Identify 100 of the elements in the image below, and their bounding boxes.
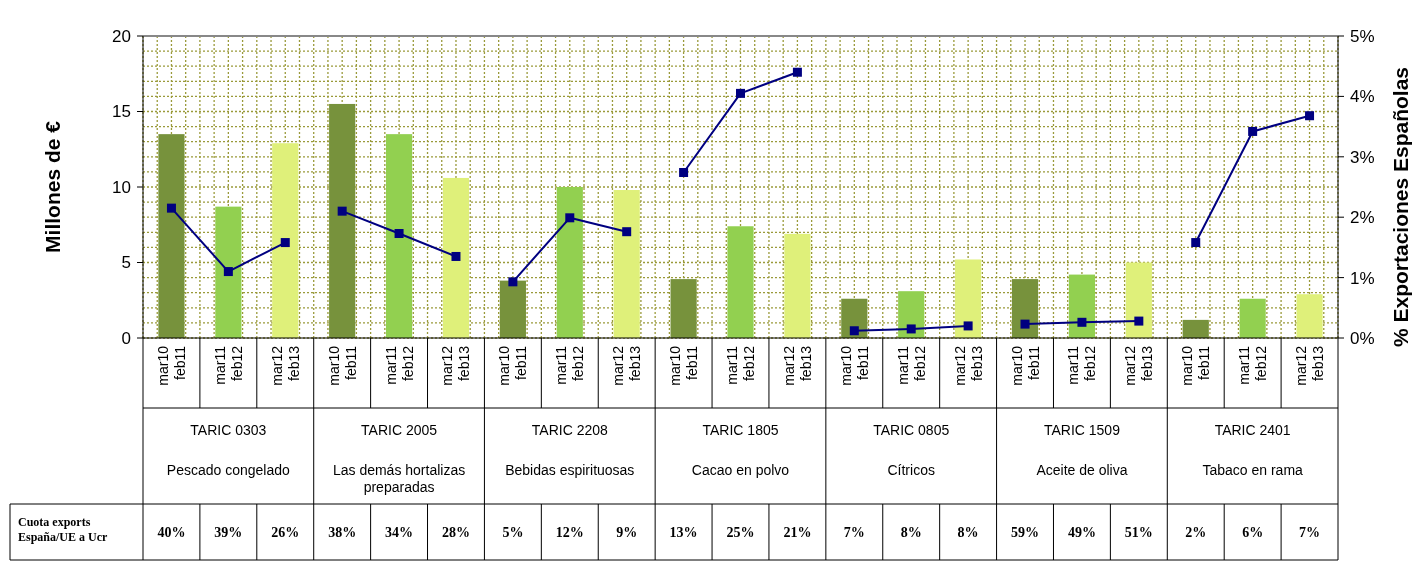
text: 34%	[385, 524, 414, 540]
text: TARIC 2401	[1214, 422, 1291, 438]
text: 38%	[328, 524, 357, 540]
x-tick-label: mar12 feb13	[610, 345, 644, 386]
point	[451, 251, 461, 261]
point	[1305, 111, 1315, 121]
text: 7%	[843, 524, 865, 540]
y-tick-label: 10	[112, 177, 131, 197]
x-tick-label: mar11 feb12	[1236, 345, 1270, 385]
text: TARIC 1805	[702, 422, 779, 438]
bar	[1011, 279, 1039, 338]
x-tick-label: mar12 feb13	[1122, 345, 1156, 386]
y-tick-label: 15	[112, 102, 131, 122]
x-tick-label: mar12 feb13	[439, 345, 473, 386]
point	[849, 326, 859, 336]
bar	[158, 134, 185, 338]
point	[1134, 316, 1144, 326]
x-tick-label: mar12 feb13	[780, 345, 814, 386]
y2-tick-label: 0%	[1350, 328, 1375, 348]
x-tick-label: mar11 feb12	[382, 345, 416, 385]
bar	[613, 190, 640, 338]
x-tick-label: mar10 feb11	[837, 345, 871, 386]
text: 59%	[1011, 524, 1040, 540]
text: 5%	[502, 524, 524, 540]
text: TARIC 0303	[190, 422, 267, 438]
point	[508, 277, 518, 287]
point	[1191, 238, 1201, 248]
y-tick-label: 0	[121, 328, 131, 348]
point	[394, 229, 404, 239]
point	[166, 203, 176, 213]
bar	[841, 298, 868, 338]
bar	[1239, 298, 1266, 338]
text: Pescado congelado	[166, 462, 291, 478]
point	[280, 238, 290, 248]
text: 25%	[726, 524, 755, 540]
point	[736, 88, 745, 98]
point	[679, 168, 689, 177]
text: TARIC 0805	[873, 422, 950, 438]
text: 49%	[1067, 524, 1096, 540]
bar	[442, 177, 470, 338]
bar	[215, 206, 242, 338]
text: Aceite de oliva	[1036, 462, 1128, 478]
bar	[784, 233, 811, 338]
bar	[898, 291, 925, 338]
y-tick-label: 5	[121, 253, 131, 273]
point	[906, 324, 916, 334]
y-tick-label: 20	[112, 26, 131, 46]
y2-tick-label: 5%	[1350, 26, 1375, 46]
x-tick-label: mar10 feb11	[154, 345, 188, 386]
point	[1077, 317, 1087, 327]
x-tick-label: mar11 feb12	[211, 345, 245, 385]
text: Bebidas espirituosas	[505, 462, 635, 478]
text: 9%	[616, 524, 638, 540]
point	[337, 206, 347, 216]
x-tick-label: mar11 feb12	[894, 345, 928, 385]
y2-tick-label: 3%	[1350, 147, 1375, 167]
text: 28%	[441, 524, 470, 540]
x-tick-label: mar11 feb12	[724, 345, 757, 385]
x-tick-label: mar10 feb11	[1008, 345, 1042, 386]
bar	[727, 226, 754, 338]
point	[223, 267, 233, 277]
text: 8%	[957, 524, 979, 540]
text: TARIC 1509	[1043, 422, 1121, 438]
x-tick-label: mar10 feb11	[325, 345, 359, 386]
text: 51%	[1124, 524, 1153, 540]
text: TARIC 2005	[361, 422, 438, 438]
bar	[556, 187, 583, 338]
bar	[272, 143, 299, 338]
text: TARIC 2208	[531, 422, 608, 438]
point	[565, 213, 575, 223]
text: 21%	[783, 524, 812, 540]
x-tick-label: mar11 feb12	[553, 345, 587, 385]
text: 6%	[1242, 524, 1264, 540]
point	[622, 227, 632, 237]
point	[792, 67, 802, 77]
text: Las demás hortalizas preparadas	[332, 462, 466, 495]
text: Cítricos	[887, 462, 935, 478]
x-tick-label: mar10 feb11	[496, 345, 530, 386]
y2-axis-title: % Exportaciones Españolas	[1389, 66, 1412, 348]
bar	[670, 279, 697, 338]
text: 12%	[555, 524, 584, 540]
x-tick-label: mar10 feb11	[667, 345, 701, 386]
y2-tick-label: 4%	[1350, 87, 1375, 107]
text: Cuota exports España/UE a Ucr	[18, 515, 109, 544]
bar	[955, 259, 982, 338]
y2-tick-label: 2%	[1350, 208, 1375, 228]
bar	[385, 134, 413, 338]
x-tick-label: mar12 feb13	[1293, 345, 1327, 386]
bar	[1068, 274, 1096, 338]
bar	[329, 103, 356, 338]
text: 40%	[157, 524, 186, 540]
x-tick-label: mar12 feb13	[951, 345, 985, 386]
text: 7%	[1299, 524, 1321, 540]
text: 8%	[900, 524, 922, 540]
x-tick-label: mar12 feb13	[268, 345, 302, 386]
text: 13%	[669, 524, 698, 540]
text: 26%	[271, 524, 300, 540]
y-axis-title: Millones de €	[41, 120, 64, 253]
bar	[1125, 262, 1152, 338]
bar	[1182, 319, 1209, 338]
